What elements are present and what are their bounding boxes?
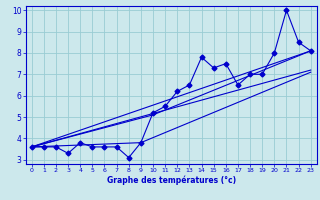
X-axis label: Graphe des températures (°c): Graphe des températures (°c): [107, 176, 236, 185]
